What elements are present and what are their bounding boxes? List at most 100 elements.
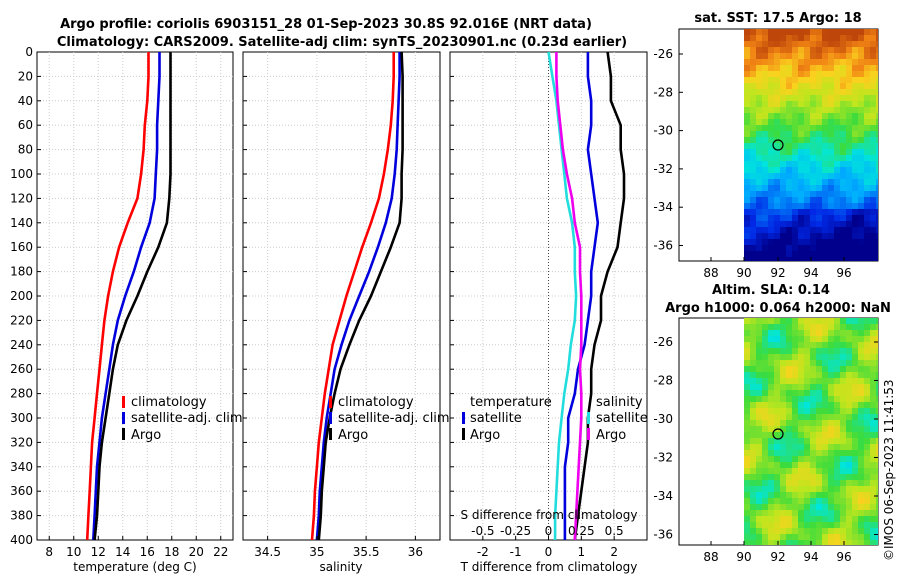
map-cell	[774, 318, 780, 324]
map-cell	[798, 408, 804, 414]
map-cell	[870, 534, 876, 540]
map-cell	[876, 420, 878, 426]
map-cell	[744, 540, 750, 545]
map-cell	[798, 149, 804, 155]
map-cell	[816, 432, 822, 438]
map-cell	[858, 366, 864, 372]
map-cell	[834, 342, 840, 348]
map-cell	[828, 354, 834, 360]
map-cell	[804, 348, 810, 354]
map-cell	[858, 125, 864, 131]
x-tick-label: 35.5	[353, 545, 380, 559]
map-cell	[846, 107, 852, 113]
map-cell	[786, 179, 792, 185]
map-cell	[744, 59, 750, 65]
map-cell	[780, 131, 786, 137]
map-cell	[798, 468, 804, 474]
map-cell	[756, 245, 762, 251]
map-cell	[786, 119, 792, 125]
map-cell	[876, 534, 878, 540]
map-cell	[846, 474, 852, 480]
map-cell	[786, 540, 792, 545]
map-cell	[744, 35, 750, 41]
map-cell	[828, 209, 834, 215]
map-cell	[786, 444, 792, 450]
map-cell	[786, 396, 792, 402]
map-cell	[852, 366, 858, 372]
map-cell	[834, 41, 840, 47]
map-cell	[816, 462, 822, 468]
map-cell	[780, 83, 786, 89]
map-cell	[786, 143, 792, 149]
map-cell	[864, 378, 870, 384]
map-cell	[804, 227, 810, 233]
map-cell	[810, 245, 816, 251]
map-cell	[846, 215, 852, 221]
map-cell	[822, 372, 828, 378]
map-cell	[876, 366, 878, 372]
map-cell	[840, 372, 846, 378]
map-cell	[852, 486, 858, 492]
map-cell	[852, 53, 858, 59]
map-cell	[846, 257, 852, 261]
map-cell	[750, 324, 756, 330]
map-cell	[840, 336, 846, 342]
map-cell	[870, 504, 876, 510]
map-cell	[816, 101, 822, 107]
map-cell	[792, 125, 798, 131]
map-cell	[846, 504, 852, 510]
map-cell	[864, 95, 870, 101]
map-cell	[864, 330, 870, 336]
map-cell	[804, 516, 810, 522]
map-cell	[756, 510, 762, 516]
map-cell	[804, 245, 810, 251]
map-cell	[756, 95, 762, 101]
map-cell	[822, 390, 828, 396]
map-cell	[750, 83, 756, 89]
map-cell	[792, 534, 798, 540]
map-cell	[774, 516, 780, 522]
map-cell	[762, 390, 768, 396]
map-cell	[744, 209, 750, 215]
map-cell	[810, 522, 816, 528]
map-cell	[804, 444, 810, 450]
map-cell	[816, 444, 822, 450]
map-cell	[786, 504, 792, 510]
map-cell	[840, 330, 846, 336]
map-cell	[846, 480, 852, 486]
map-cell	[846, 161, 852, 167]
map-cell	[846, 191, 852, 197]
map-cell	[870, 318, 876, 324]
map-y-tick-label: -30	[653, 412, 673, 426]
map-cell	[762, 330, 768, 336]
map-cell	[822, 318, 828, 324]
map-cell	[828, 161, 834, 167]
map-cell	[810, 438, 816, 444]
map-cell	[804, 510, 810, 516]
map-cell	[798, 215, 804, 221]
map-cell	[804, 53, 810, 59]
map-cell	[816, 215, 822, 221]
map-cell	[804, 209, 810, 215]
map-cell	[828, 318, 834, 324]
map-cell	[786, 161, 792, 167]
map-cell	[864, 318, 870, 324]
map-cell	[816, 77, 822, 83]
map-y-tick-label: -32	[653, 451, 673, 465]
legend-climatology-swatch	[329, 396, 332, 408]
map-cell	[846, 420, 852, 426]
map-cell	[750, 233, 756, 239]
map-cell	[822, 492, 828, 498]
map-cell	[780, 53, 786, 59]
map-cell	[864, 143, 870, 149]
map-cell	[780, 137, 786, 143]
map-cell	[744, 143, 750, 149]
map-cell	[750, 462, 756, 468]
map-cell	[792, 408, 798, 414]
map-cell	[792, 173, 798, 179]
map-cell	[780, 450, 786, 456]
map-cell	[762, 366, 768, 372]
map-cell	[852, 408, 858, 414]
map-cell	[804, 251, 810, 257]
map-cell	[846, 65, 852, 71]
